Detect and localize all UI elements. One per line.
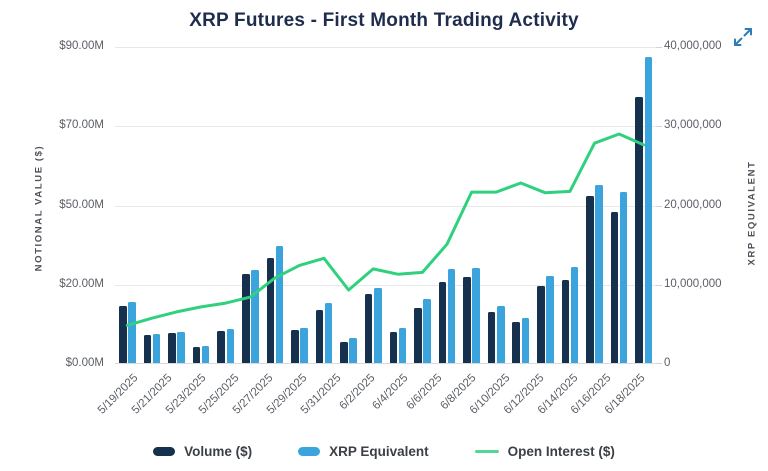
legend-item-volume[interactable]: Volume ($): [153, 444, 252, 459]
legend-label-open-interest: Open Interest ($): [507, 444, 615, 459]
expand-button[interactable]: [731, 25, 755, 49]
volume-bar[interactable]: [192, 347, 201, 363]
volume-bar[interactable]: [389, 332, 397, 363]
left-axis-labels: $90.00M $70.00M $50.00M $20.00M $0.00M: [0, 40, 104, 369]
volume-bar[interactable]: [364, 294, 373, 363]
xrp-equivalent-bar[interactable]: [644, 57, 652, 363]
expand-arrows-icon: [734, 28, 752, 46]
volume-bar[interactable]: [266, 258, 274, 363]
right-axis-labels: 40,000,000 30,000,000 20,000,000 10,000,000…: [664, 40, 764, 369]
x-axis-line: [115, 363, 656, 364]
xrp-equivalent-bar[interactable]: [619, 191, 628, 363]
xrp-equivalent-bar[interactable]: [300, 328, 308, 363]
open-interest-line-swatch-icon: [474, 450, 499, 453]
volume-bar[interactable]: [512, 322, 520, 363]
left-axis-tick-label: $90.00M: [59, 40, 104, 52]
right-axis-tick: [656, 206, 662, 207]
x-axis-labels: 5/19/2025 5/21/2025 5/23/2025 5/25/2025 5/27…: [96, 366, 656, 441]
right-axis-tick-label: 30,000,000: [664, 119, 722, 132]
xrp-equivalent-swatch-icon: [298, 447, 321, 456]
right-axis-tick-label: 40,000,000: [664, 40, 722, 52]
right-axis-tick-label: 20,000,000: [664, 198, 722, 211]
legend-label-xrp-equivalent: XRP Equivalent: [329, 444, 429, 459]
xrp-equivalent-bar[interactable]: [128, 302, 136, 363]
xrp-equivalent-bar[interactable]: [275, 245, 284, 363]
xrp-equivalent-bar[interactable]: [152, 333, 161, 363]
xrp-equivalent-bar[interactable]: [521, 317, 530, 363]
xrp-equivalent-bar[interactable]: [177, 332, 185, 363]
xrp-equivalent-bar[interactable]: [251, 270, 259, 363]
xrp-equivalent-bar[interactable]: [472, 267, 480, 363]
volume-bar[interactable]: [635, 97, 643, 363]
left-axis-tick-label: $0.00M: [65, 357, 104, 369]
legend-label-volume: Volume ($): [184, 444, 253, 459]
volume-bar[interactable]: [561, 279, 570, 363]
volume-bar[interactable]: [463, 277, 471, 363]
right-axis-tick: [656, 47, 662, 48]
right-axis-tick: [656, 126, 662, 127]
xrp-equivalent-bar[interactable]: [595, 184, 603, 363]
right-axis-tick: [656, 285, 662, 286]
xrp-equivalent-bar[interactable]: [423, 298, 431, 363]
volume-bar[interactable]: [291, 329, 299, 363]
gridline: [115, 285, 656, 286]
gridline: [115, 206, 656, 207]
left-axis-tick-label: $70.00M: [59, 119, 104, 132]
volume-bar[interactable]: [610, 211, 619, 363]
xrp-equivalent-bar[interactable]: [226, 328, 234, 363]
right-axis-tick: [656, 363, 662, 364]
xrp-equivalent-bar[interactable]: [546, 275, 554, 363]
volume-bar[interactable]: [119, 305, 127, 363]
volume-bar[interactable]: [340, 341, 348, 363]
xrp-equivalent-bar[interactable]: [374, 287, 382, 363]
xrp-equivalent-bar[interactable]: [447, 268, 456, 363]
volume-bar[interactable]: [217, 331, 225, 363]
legend-item-open-interest[interactable]: Open Interest ($): [474, 444, 615, 459]
right-axis-tick-label: 10,000,000: [664, 277, 722, 290]
volume-bar[interactable]: [537, 285, 545, 363]
chart-title: XRP Futures - First Month Trading Activi…: [189, 10, 579, 31]
plot-area: [115, 47, 662, 364]
volume-bar[interactable]: [242, 273, 250, 363]
gridline: [115, 126, 656, 127]
chart-legend: Volume ($) XRP Equivalent Open Interest …: [0, 444, 768, 459]
xrp-equivalent-bar[interactable]: [570, 267, 579, 363]
xrp-equivalent-bar[interactable]: [201, 345, 210, 363]
volume-bar[interactable]: [438, 282, 447, 363]
volume-bar[interactable]: [143, 335, 152, 363]
left-axis-tick-label: $20.00M: [59, 277, 104, 290]
volume-bar[interactable]: [586, 195, 594, 363]
legend-item-xrp-equivalent[interactable]: XRP Equivalent: [298, 444, 429, 459]
xrp-equivalent-bar[interactable]: [324, 302, 333, 363]
volume-bar[interactable]: [315, 310, 324, 363]
right-axis-tick-label: 0: [664, 357, 671, 369]
left-axis-tick-label: $50.00M: [59, 198, 104, 211]
open-interest-line[interactable]: [115, 47, 656, 364]
volume-bar[interactable]: [168, 333, 176, 363]
xrp-equivalent-bar[interactable]: [398, 328, 407, 363]
volume-bar[interactable]: [414, 308, 422, 363]
volume-swatch-icon: [153, 447, 176, 456]
xrp-equivalent-bar[interactable]: [497, 305, 505, 363]
xrp-equivalent-bar[interactable]: [349, 337, 357, 363]
volume-bar[interactable]: [487, 311, 496, 363]
gridline: [115, 47, 656, 48]
